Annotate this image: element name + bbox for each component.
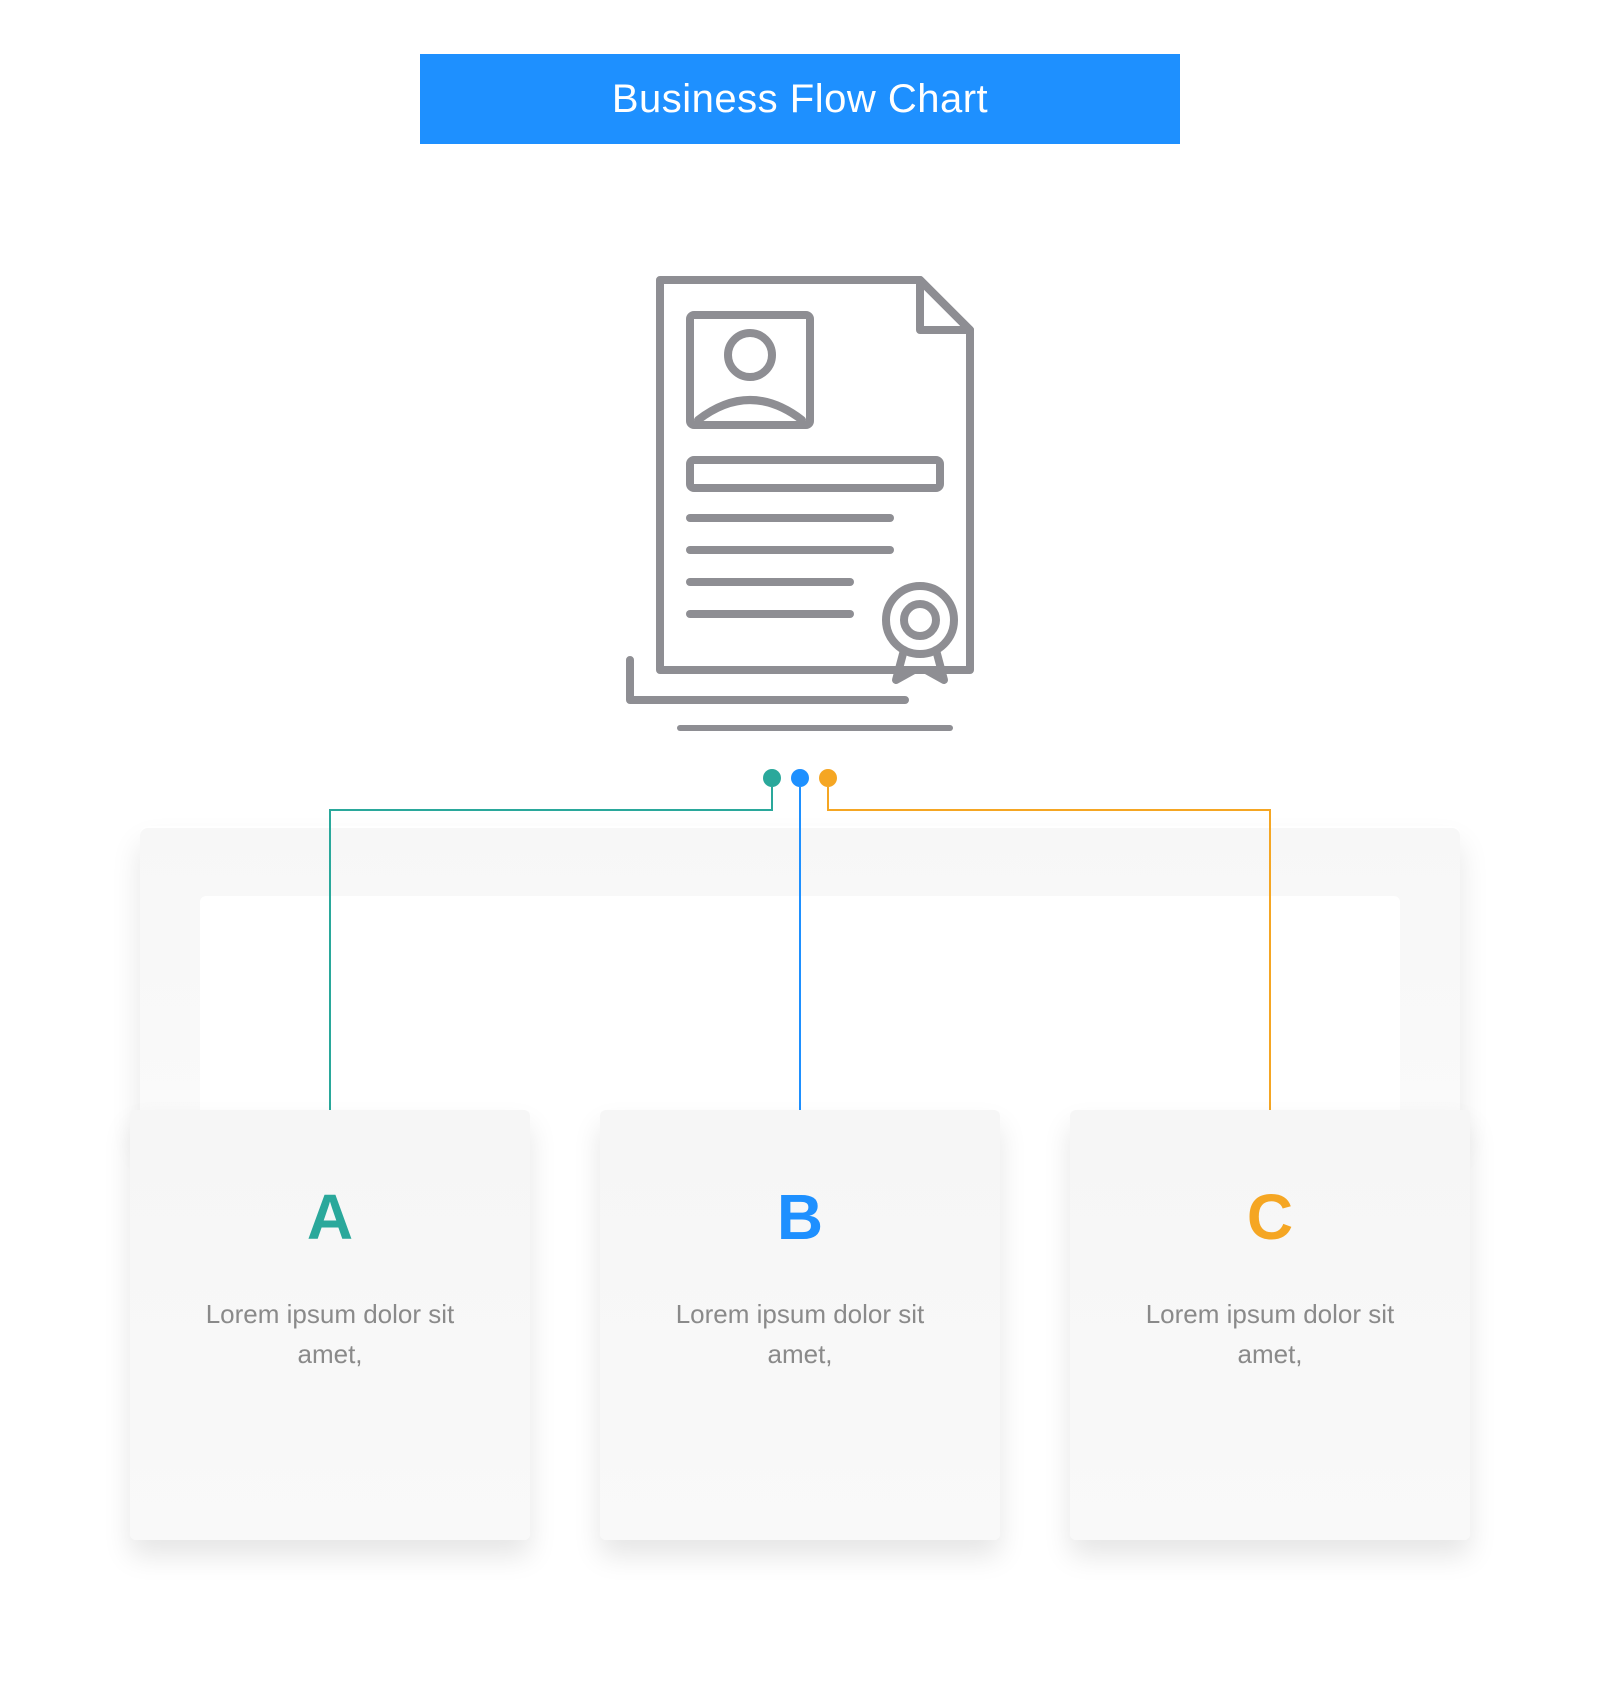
card-a-text: Lorem ipsum dolor sit amet, [190,1294,470,1375]
card-b-letter: B [777,1180,823,1254]
card-b-text: Lorem ipsum dolor sit amet, [660,1294,940,1375]
card-c-letter: C [1247,1180,1293,1254]
header-bar: Business Flow Chart [420,54,1180,144]
header-title: Business Flow Chart [612,77,988,122]
cards-row: A Lorem ipsum dolor sit amet, B Lorem ip… [0,1110,1600,1540]
card-c: C Lorem ipsum dolor sit amet, [1070,1110,1470,1540]
card-c-text: Lorem ipsum dolor sit amet, [1130,1294,1410,1375]
card-b: B Lorem ipsum dolor sit amet, [600,1110,1000,1540]
card-a-letter: A [307,1180,353,1254]
certificate-icon [590,260,1010,740]
card-a: A Lorem ipsum dolor sit amet, [130,1110,530,1540]
connector-dot-a [763,769,781,787]
connector-dot-b [791,769,809,787]
connector-dot-c [819,769,837,787]
